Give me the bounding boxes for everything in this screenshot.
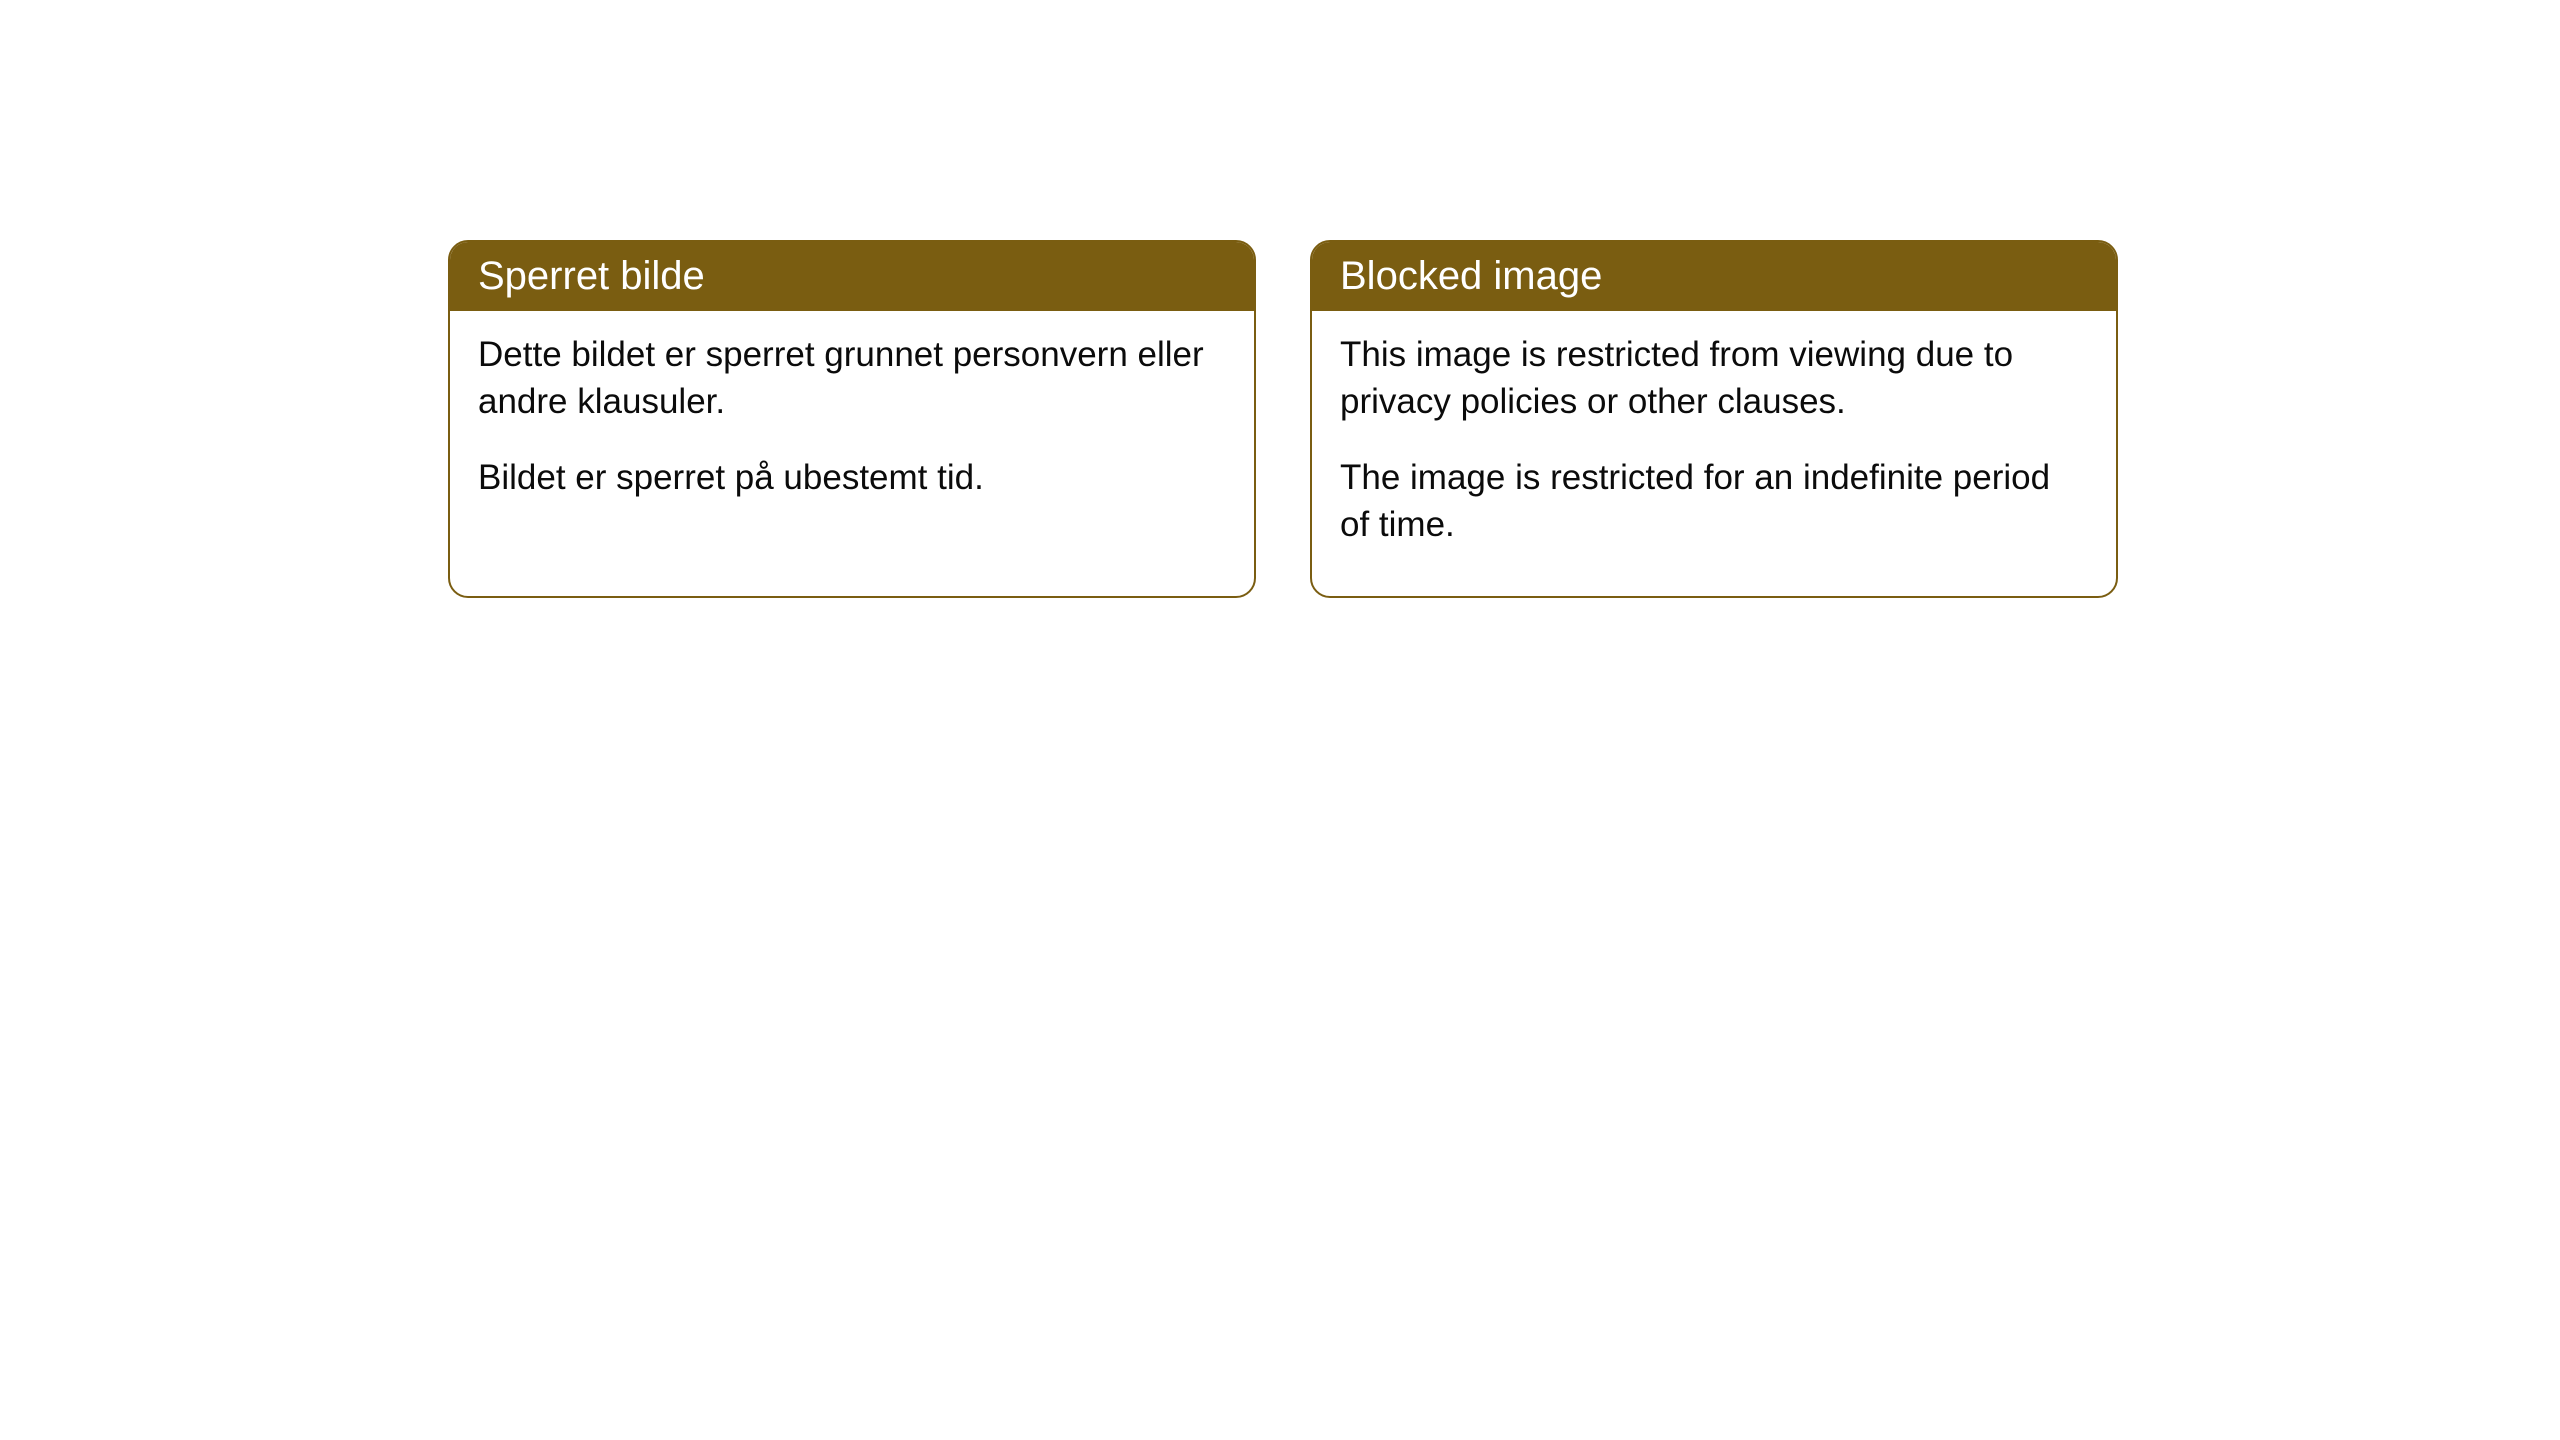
card-paragraph-2-norwegian: Bildet er sperret på ubestemt tid. [478, 454, 1226, 501]
card-paragraph-2-english: The image is restricted for an indefinit… [1340, 454, 2088, 549]
card-title-english: Blocked image [1340, 254, 1602, 298]
card-header-norwegian: Sperret bilde [450, 242, 1254, 311]
card-body-norwegian: Dette bildet er sperret grunnet personve… [450, 311, 1254, 549]
card-paragraph-1-norwegian: Dette bildet er sperret grunnet personve… [478, 331, 1226, 426]
notice-card-norwegian: Sperret bilde Dette bildet er sperret gr… [448, 240, 1256, 598]
card-header-english: Blocked image [1312, 242, 2116, 311]
card-body-english: This image is restricted from viewing du… [1312, 311, 2116, 596]
notice-container: Sperret bilde Dette bildet er sperret gr… [448, 240, 2118, 598]
card-title-norwegian: Sperret bilde [478, 254, 705, 298]
notice-card-english: Blocked image This image is restricted f… [1310, 240, 2118, 598]
card-paragraph-1-english: This image is restricted from viewing du… [1340, 331, 2088, 426]
